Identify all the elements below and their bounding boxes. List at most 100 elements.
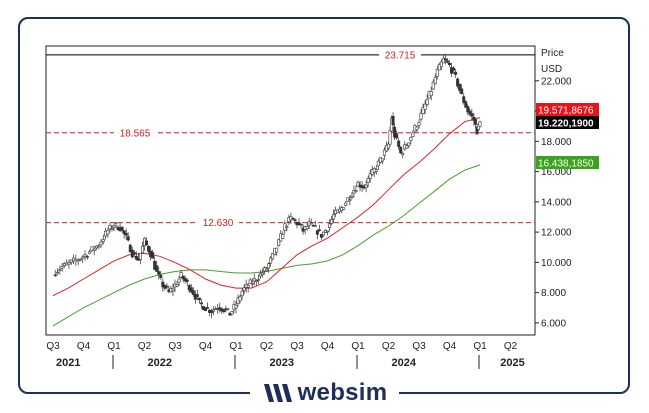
- candle-body: [293, 219, 297, 221]
- level-label-bg: [114, 126, 156, 139]
- candle-body: [366, 178, 370, 183]
- brand-name: websim: [297, 379, 388, 406]
- x-quarter-label: Q3: [46, 341, 60, 352]
- value-tag-label: 19.571,8676: [538, 106, 594, 117]
- x-quarter-label: Q3: [168, 341, 182, 352]
- candle-body: [248, 279, 252, 284]
- y-tick-label: 18.000: [541, 137, 572, 148]
- level-label-bg: [197, 216, 239, 229]
- moving-average-green-line: [52, 164, 481, 327]
- candle-body: [386, 143, 390, 149]
- candle-body: [405, 145, 409, 149]
- candle-body: [393, 126, 397, 138]
- candle-body: [191, 290, 195, 295]
- candle-body: [60, 266, 64, 269]
- level-label-bg: [379, 48, 421, 61]
- candle-body: [470, 113, 474, 117]
- candle-body: [92, 248, 96, 251]
- candlestick-series: [53, 53, 482, 318]
- y-tick-label: 14.000: [541, 197, 572, 208]
- candle-body: [254, 280, 258, 283]
- candle-body: [110, 228, 114, 230]
- candle-body: [439, 61, 443, 68]
- candle-body: [382, 149, 386, 156]
- candle-body: [458, 83, 462, 91]
- y-tick-label: 22.000: [541, 76, 572, 87]
- candle-body: [175, 284, 179, 287]
- candle-body: [328, 223, 332, 228]
- candle-body: [238, 296, 242, 302]
- candle-body: [419, 112, 423, 120]
- candle-body: [321, 231, 325, 236]
- candle-body: [83, 254, 87, 257]
- candle-body: [344, 202, 348, 206]
- candle-body: [348, 199, 352, 202]
- plot-area-border: [45, 45, 536, 336]
- x-year-label: 2025: [500, 357, 524, 369]
- candle-body: [108, 224, 112, 230]
- value-tag-label: 16.438,1850: [538, 159, 594, 170]
- y-tick-label: 12.000: [541, 228, 572, 239]
- candle-body: [204, 307, 208, 312]
- candle-body: [354, 190, 358, 192]
- candle-body: [350, 195, 354, 198]
- candle-body: [462, 96, 466, 103]
- price-axis-label: Price: [541, 48, 564, 59]
- candle-body: [132, 252, 136, 254]
- candle-body: [437, 63, 441, 71]
- candle-body: [240, 290, 244, 296]
- currency-axis-label: USD: [541, 64, 562, 75]
- candle-body: [277, 239, 281, 247]
- value-tag-bg: [536, 116, 599, 129]
- candle-body: [126, 236, 130, 241]
- candle-body: [230, 311, 234, 315]
- candle-body: [210, 310, 214, 314]
- x-quarter-label: Q4: [77, 341, 91, 352]
- candle-body: [443, 58, 447, 61]
- candle-body: [473, 119, 477, 125]
- x-quarter-label: Q4: [321, 341, 335, 352]
- candle-body: [364, 184, 368, 188]
- candle-body: [425, 99, 429, 106]
- candle-body: [199, 302, 203, 305]
- candle-body: [120, 226, 124, 231]
- candle-body: [466, 106, 470, 113]
- candle-body: [256, 279, 260, 281]
- candle-body: [112, 225, 116, 228]
- candle-body: [56, 271, 60, 274]
- candle-body: [177, 278, 181, 283]
- x-quarter-label: Q1: [351, 341, 365, 352]
- candle-body: [368, 173, 372, 179]
- candle-body: [313, 225, 317, 227]
- candle-body: [374, 169, 378, 172]
- candle-body: [260, 272, 264, 275]
- candle-body: [407, 142, 411, 146]
- candle-body: [58, 269, 62, 272]
- candle-body: [441, 57, 445, 64]
- value-tag-label: 19.220,1900: [538, 119, 594, 130]
- candle-body: [250, 282, 254, 285]
- candle-body: [179, 272, 183, 278]
- x-quarter-label: Q3: [412, 341, 426, 352]
- candle-body: [342, 207, 346, 210]
- value-tag-bg: [536, 103, 599, 116]
- candle-body: [99, 241, 103, 246]
- candle-body: [435, 69, 439, 77]
- candle-body: [423, 103, 427, 110]
- y-tick-label: 16.000: [541, 167, 572, 178]
- brand-logo: websim: [0, 378, 649, 408]
- candle-body: [319, 233, 323, 238]
- candle-body: [53, 274, 57, 277]
- y-tick-label: 10.000: [541, 258, 572, 269]
- candle-body: [185, 279, 189, 282]
- candle-body: [399, 146, 403, 154]
- candle-body: [285, 226, 289, 228]
- candle-body: [468, 110, 472, 115]
- candle-body: [421, 106, 425, 115]
- candle-body: [269, 257, 273, 264]
- candle-body: [183, 278, 187, 282]
- candle-body: [197, 297, 201, 301]
- x-year-label: 2022: [148, 357, 172, 369]
- candle-body: [206, 307, 210, 309]
